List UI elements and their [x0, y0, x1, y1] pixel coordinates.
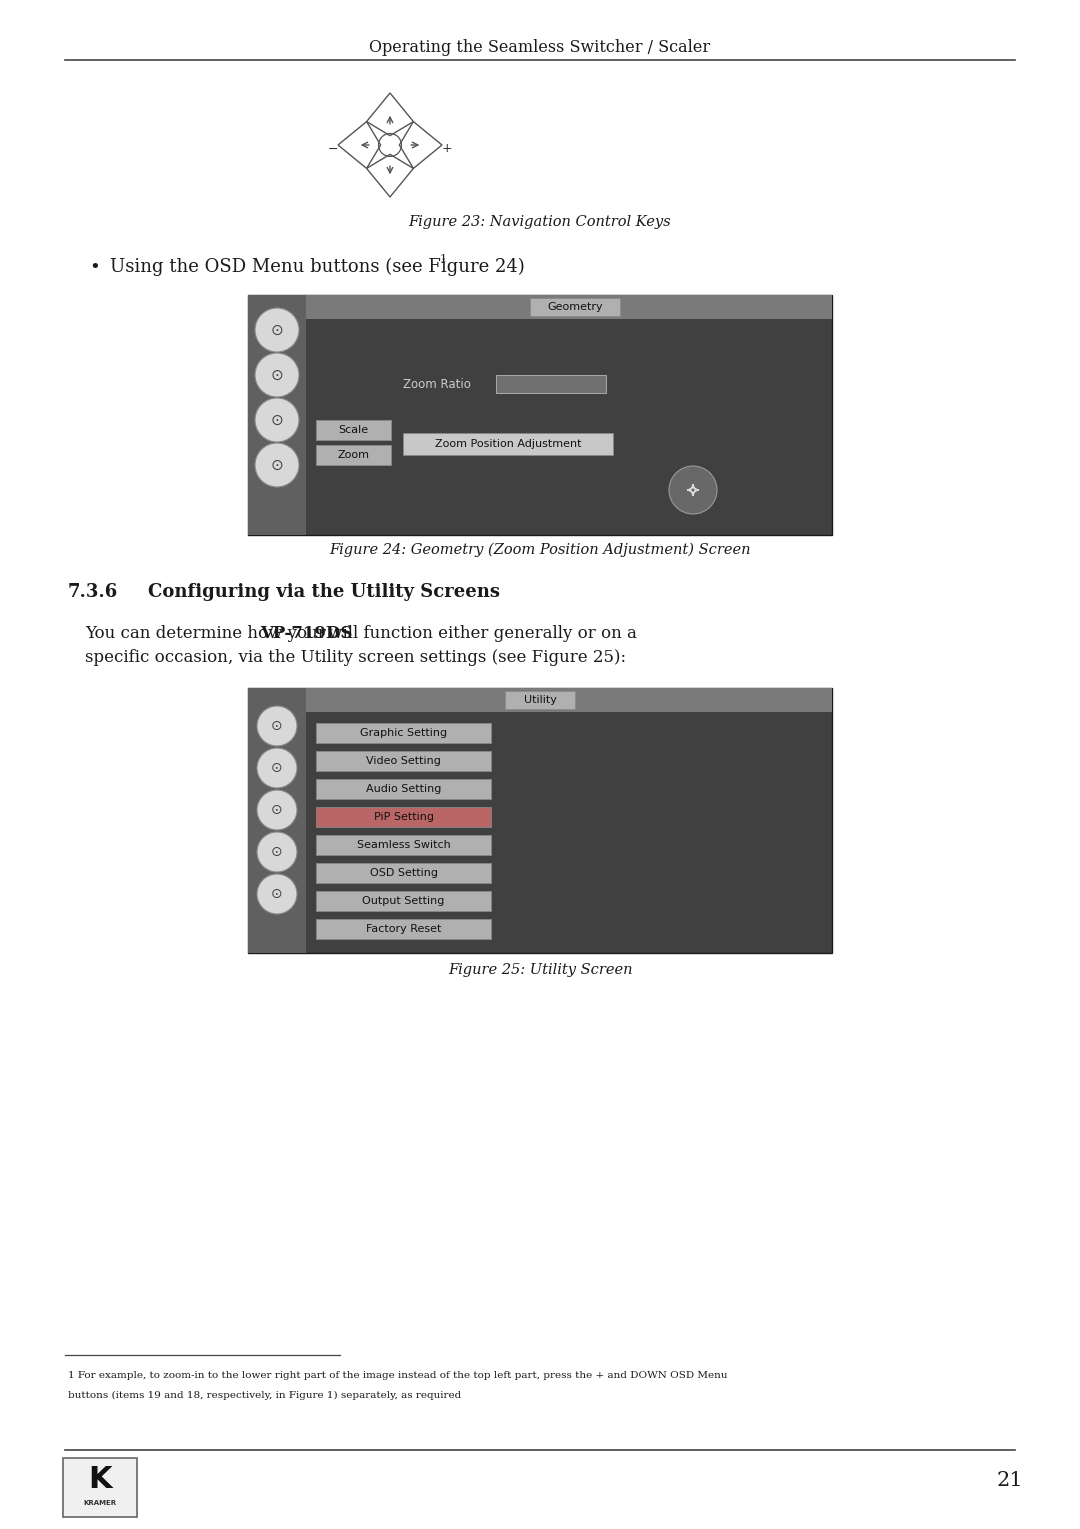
FancyBboxPatch shape [248, 295, 832, 535]
Text: ⊙: ⊙ [271, 846, 283, 859]
Circle shape [669, 466, 717, 514]
Text: Audio Setting: Audio Setting [366, 784, 442, 794]
Text: Output Setting: Output Setting [362, 896, 445, 907]
FancyBboxPatch shape [316, 919, 491, 939]
FancyBboxPatch shape [316, 891, 491, 911]
FancyBboxPatch shape [316, 835, 491, 855]
Text: Factory Reset: Factory Reset [366, 924, 442, 934]
FancyBboxPatch shape [316, 807, 491, 827]
Text: Configuring via the Utility Screens: Configuring via the Utility Screens [148, 583, 500, 601]
FancyBboxPatch shape [316, 420, 391, 440]
Circle shape [257, 832, 297, 872]
FancyBboxPatch shape [316, 445, 391, 465]
FancyBboxPatch shape [248, 295, 832, 320]
Text: ⊙: ⊙ [271, 803, 283, 816]
Text: Figure 25: Utility Screen: Figure 25: Utility Screen [448, 963, 632, 977]
Text: 7.3.6: 7.3.6 [68, 583, 118, 601]
Circle shape [257, 748, 297, 787]
Text: ⊙: ⊙ [271, 761, 283, 775]
Text: VP-719DS: VP-719DS [260, 625, 353, 642]
FancyBboxPatch shape [248, 688, 832, 713]
Circle shape [255, 353, 299, 398]
Text: K: K [89, 1465, 112, 1494]
Circle shape [257, 875, 297, 914]
Text: Figure 24: Geometry (Zoom Position Adjustment) Screen: Figure 24: Geometry (Zoom Position Adjus… [329, 543, 751, 557]
FancyBboxPatch shape [530, 298, 620, 317]
Text: Seamless Switch: Seamless Switch [356, 839, 450, 850]
FancyBboxPatch shape [316, 778, 491, 800]
FancyBboxPatch shape [248, 295, 306, 535]
Text: Zoom Position Adjustment: Zoom Position Adjustment [435, 439, 581, 450]
Text: Video Setting: Video Setting [366, 755, 441, 766]
Text: Zoom: Zoom [337, 450, 369, 460]
Text: buttons (items 19 and 18, respectively, in Figure 1) separately, as required: buttons (items 19 and 18, respectively, … [68, 1390, 461, 1399]
Text: −: − [327, 142, 338, 156]
Text: Using the OSD Menu buttons (see Figure 24): Using the OSD Menu buttons (see Figure 2… [110, 258, 525, 277]
Text: ⊙: ⊙ [271, 457, 283, 472]
FancyBboxPatch shape [316, 862, 491, 884]
FancyBboxPatch shape [496, 375, 606, 393]
Text: •: • [90, 258, 100, 277]
Text: Scale: Scale [338, 425, 368, 434]
Text: Graphic Setting: Graphic Setting [360, 728, 447, 739]
Circle shape [257, 790, 297, 830]
Text: ⊙: ⊙ [271, 719, 283, 732]
FancyBboxPatch shape [316, 751, 491, 771]
Text: +: + [442, 142, 453, 156]
Text: ⊙: ⊙ [271, 887, 283, 901]
Text: 1 For example, to zoom-in to the lower right part of the image instead of the to: 1 For example, to zoom-in to the lower r… [68, 1370, 728, 1379]
FancyBboxPatch shape [248, 688, 832, 953]
Circle shape [257, 706, 297, 746]
Text: Operating the Seamless Switcher / Scaler: Operating the Seamless Switcher / Scaler [369, 40, 711, 57]
FancyBboxPatch shape [505, 691, 575, 709]
Text: Figure 23: Navigation Control Keys: Figure 23: Navigation Control Keys [408, 216, 672, 229]
Text: ⊙: ⊙ [271, 323, 283, 338]
FancyBboxPatch shape [248, 688, 306, 953]
FancyBboxPatch shape [316, 723, 491, 743]
Text: 21: 21 [997, 1471, 1024, 1489]
Text: ⊙: ⊙ [271, 367, 283, 382]
Text: Utility: Utility [524, 696, 556, 705]
Text: Zoom Ratio: Zoom Ratio [403, 379, 471, 391]
Text: specific occasion, via the Utility screen settings (see Figure 25):: specific occasion, via the Utility scree… [85, 650, 626, 667]
Text: Geometry: Geometry [548, 303, 603, 312]
Circle shape [255, 398, 299, 442]
Circle shape [255, 307, 299, 352]
Text: 1: 1 [440, 254, 447, 265]
Text: KRAMER: KRAMER [83, 1500, 117, 1506]
FancyBboxPatch shape [403, 433, 613, 456]
Text: OSD Setting: OSD Setting [369, 868, 437, 878]
Text: You can determine how your: You can determine how your [85, 625, 330, 642]
Text: PiP Setting: PiP Setting [374, 812, 433, 823]
FancyBboxPatch shape [63, 1459, 137, 1517]
Text: will function either generally or on a: will function either generally or on a [323, 625, 637, 642]
Circle shape [255, 443, 299, 488]
Text: ⊙: ⊙ [271, 413, 283, 428]
